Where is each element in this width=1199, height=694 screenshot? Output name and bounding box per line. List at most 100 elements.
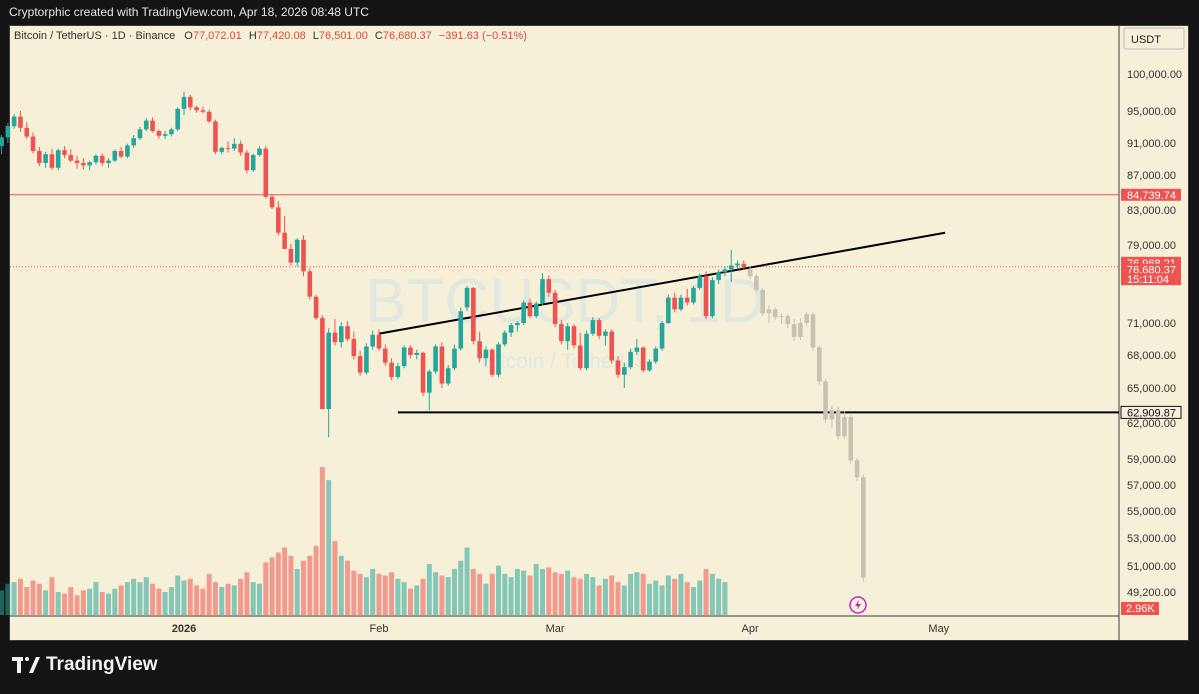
candle-body[interactable] [640,347,646,371]
candle-body[interactable] [181,96,187,109]
candle-body[interactable] [112,151,118,161]
candle-body[interactable] [590,320,596,334]
candle-body[interactable] [288,248,294,263]
candle-body[interactable] [433,346,438,372]
candle-body[interactable] [571,326,577,346]
candle-body[interactable] [728,265,734,270]
candle-body[interactable] [546,279,552,293]
candle-body[interactable] [458,311,464,349]
candle-body[interactable] [496,344,501,375]
candle-body[interactable] [596,320,602,336]
candle-body[interactable] [55,150,61,168]
candle-body[interactable] [477,341,482,359]
candle-body[interactable] [213,121,218,152]
candle-body[interactable] [527,302,533,317]
candle-body[interactable] [313,296,319,319]
candle-body[interactable] [659,323,665,349]
candle-body[interactable] [647,361,652,371]
candle-body[interactable] [62,150,67,155]
candle-body[interactable] [131,138,136,146]
candle-body[interactable] [628,351,633,368]
candle-body[interactable] [502,332,508,345]
candle-body[interactable] [106,160,111,163]
candle-body[interactable] [338,326,344,343]
candle-body[interactable] [609,331,615,361]
candle-body[interactable] [710,280,715,317]
candle-body[interactable] [175,108,181,130]
tradingview-brand[interactable]: TradingView [12,654,158,676]
candle-body[interactable] [653,348,659,362]
candle-body[interactable] [395,366,401,377]
candle-body[interactable] [420,352,426,393]
candle-body[interactable] [282,232,287,249]
candle-body[interactable] [125,145,130,157]
candle-body[interactable] [684,297,690,303]
candle-body[interactable] [464,287,470,308]
candle-body[interactable] [143,120,149,130]
candle-body[interactable] [257,148,262,155]
candle-body[interactable] [452,348,457,369]
candle-body[interactable] [238,143,243,153]
candle-body[interactable] [206,111,212,122]
candle-body[interactable] [18,116,23,128]
candle-body[interactable] [370,334,375,347]
candle-body[interactable] [471,287,476,342]
candle-body[interactable] [389,362,394,377]
candle-body[interactable] [439,346,445,384]
candle-body[interactable] [401,347,407,366]
candle-body[interactable] [0,137,4,147]
candle-body[interactable] [584,333,589,369]
candle-body[interactable] [364,346,369,373]
candle-body[interactable] [49,154,55,168]
candle-body[interactable] [414,352,420,355]
candle-body[interactable] [294,239,300,263]
candle-body[interactable] [263,148,269,197]
candle-body[interactable] [269,196,275,208]
candle-body[interactable] [24,127,30,137]
lightning-icon[interactable] [849,596,867,614]
candle-body[interactable] [232,143,237,149]
candle-body[interactable] [225,147,231,149]
candle-body[interactable] [320,318,325,409]
candle-body[interactable] [357,356,363,373]
candle-body[interactable] [118,151,124,157]
candle-body[interactable] [540,279,545,304]
candle-body[interactable] [194,107,199,111]
candle-body[interactable] [332,332,338,343]
candle-body[interactable] [666,297,671,323]
candle-body[interactable] [741,263,747,268]
candle-body[interactable] [219,147,225,152]
candle-body[interactable] [200,110,206,112]
candle-body[interactable] [345,326,350,339]
candle-body[interactable] [99,155,105,163]
candle-body[interactable] [678,297,684,310]
candle-body[interactable] [68,155,74,161]
candle-body[interactable] [5,126,11,138]
candle-body[interactable] [577,345,583,369]
candle-body[interactable] [169,129,174,135]
candle-body[interactable] [162,134,168,136]
candle-body[interactable] [250,155,256,171]
candle-body[interactable] [489,349,495,375]
candle-body[interactable] [187,96,193,108]
candle-body[interactable] [722,269,728,273]
candle-body[interactable] [137,129,143,139]
candle-body[interactable] [634,347,640,352]
candle-body[interactable] [276,207,281,233]
candle-body[interactable] [351,339,357,357]
candle-body[interactable] [37,151,42,163]
candle-body[interactable] [735,263,740,266]
candle-body[interactable] [565,326,570,342]
candle-body[interactable] [508,325,514,333]
candle-body[interactable] [515,323,520,326]
candle-body[interactable] [87,162,92,166]
candle-body[interactable] [301,239,306,272]
candle-body[interactable] [622,367,627,375]
candle-body[interactable] [483,349,489,359]
candle-body[interactable] [326,332,331,409]
candle-body[interactable] [703,276,709,317]
candle-body[interactable] [376,334,382,349]
price-axis-panel[interactable] [1119,26,1188,640]
candle-body[interactable] [445,368,451,384]
candle-body[interactable] [307,271,313,297]
